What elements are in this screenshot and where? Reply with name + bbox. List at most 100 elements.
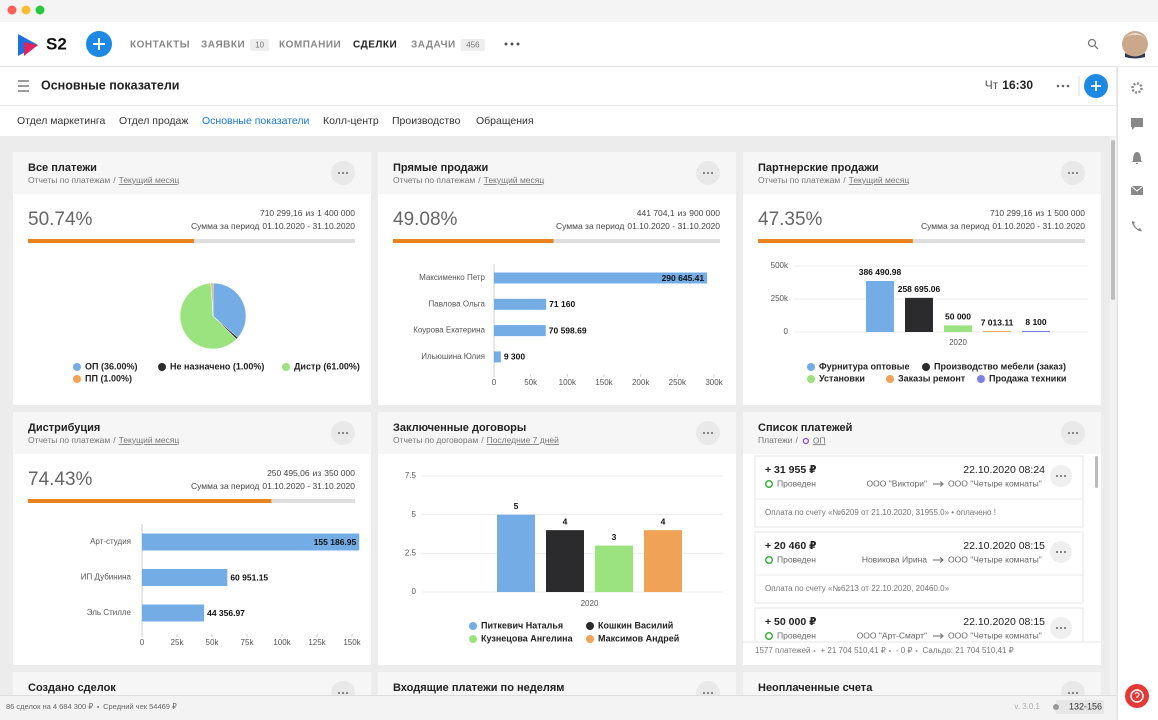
x-tick-label: 50k	[206, 638, 220, 647]
status-code: 132-156	[1069, 701, 1102, 711]
payment-card[interactable]: + 31 955 ₽ 22.10.2020 08:24 Проведен ООО "В…	[754, 455, 1084, 528]
widget-title: Создано сделок	[28, 682, 116, 694]
widget-header-bg	[743, 152, 1101, 194]
widget-title: Партнерские продажи	[758, 162, 879, 174]
tab[interactable]: Обращения	[476, 115, 534, 127]
tab[interactable]: Основные показатели	[202, 115, 310, 127]
bell-icon[interactable]	[1131, 152, 1143, 164]
more-dot	[1076, 692, 1078, 694]
widget-subtitle: Отчеты по договорам / Последние 7 дней	[393, 435, 559, 445]
tab[interactable]: Колл-центр	[323, 115, 379, 127]
subtitle-period: Текущий месяц	[119, 175, 180, 185]
bar	[142, 604, 205, 622]
subtitle-sep: /	[478, 175, 481, 185]
widget-header-bg	[743, 672, 1101, 695]
tab[interactable]: Производство	[392, 115, 461, 127]
subtitle-source: Платежи	[758, 435, 793, 445]
payment-date: 22.10.2020 08:24	[963, 464, 1045, 476]
window-button[interactable]	[35, 5, 45, 15]
status-code-bg	[1056, 700, 1104, 714]
payment-card[interactable]: + 50 000 ₽ 22.10.2020 08:15 Проведен ООО "А…	[754, 607, 1084, 679]
more-dot	[1068, 172, 1070, 174]
status-icon	[764, 631, 774, 641]
progress-period: Сумма за период 01.10.2020 - 31.10.2020	[921, 221, 1085, 231]
widget-header-bg	[378, 672, 736, 695]
y-tick-label: 2.5	[405, 548, 417, 557]
more-dot	[1064, 475, 1066, 477]
search-icon[interactable]	[1087, 38, 1097, 48]
add-icon	[1091, 81, 1101, 91]
more-dot	[1064, 551, 1066, 553]
more-dot	[707, 432, 709, 434]
widget-header-bg	[378, 152, 736, 194]
legend-swatch	[807, 375, 815, 383]
widget-card	[13, 152, 371, 405]
window-button[interactable]	[7, 5, 17, 15]
payment-to: ООО "Четыре комнаты"	[948, 554, 1042, 564]
avatar[interactable]	[1122, 31, 1148, 57]
widget-subtitle: Отчеты по платежам / Текущий месяц	[28, 435, 179, 445]
payment-from: ООО "Виктори"	[867, 478, 927, 488]
value-label: 60 951.15	[230, 572, 268, 582]
more-dot	[1060, 475, 1062, 477]
legend-swatch	[586, 622, 594, 630]
window-button[interactable]	[21, 5, 31, 15]
tab[interactable]: Отдел продаж	[119, 115, 188, 127]
more-dot	[703, 692, 705, 694]
legend-label: ПП (1.00%)	[85, 373, 132, 383]
clock-time: 16:30	[1002, 78, 1033, 92]
widget-title: Заключенные договоры	[393, 422, 526, 434]
progress-percent: 49.08%	[393, 209, 458, 230]
nav-badge-text: 10	[255, 41, 264, 50]
settings-icon[interactable]	[1131, 82, 1143, 94]
subtitle-period[interactable]: ОП	[813, 435, 826, 445]
nav-item[interactable]: КОМПАНИИ	[279, 40, 341, 51]
page-title: Основные показатели	[41, 78, 179, 92]
help-button[interactable]	[1125, 684, 1149, 708]
payment-card[interactable]: + 20 460 ₽ 22.10.2020 08:15 Проведен Новико…	[754, 531, 1084, 604]
progress-amount: 710 299,16 из 1 500 000	[990, 208, 1085, 218]
filter-icon	[802, 437, 810, 445]
progress-percent: 74.43%	[28, 469, 93, 490]
progress-amount: 250 495,06 из 350 000	[267, 468, 355, 478]
list-scrollbar-thumb[interactable]	[1095, 456, 1098, 488]
subtitle-period: Последние 7 дней	[487, 435, 560, 445]
y-tick-label: 250k	[771, 294, 789, 303]
arrow-icon	[933, 633, 944, 639]
nav-item[interactable]: ЗАДАЧИ	[411, 40, 456, 51]
payment-status: Проведен	[777, 630, 816, 640]
subtitle-sep: /	[843, 175, 846, 185]
amount: 441 704,1	[637, 208, 675, 218]
amount-total: 350 000	[324, 468, 355, 478]
nav-badge	[250, 39, 270, 51]
payment-amount: + 20 460 ₽	[765, 540, 816, 552]
nav-item[interactable]: СДЕЛКИ	[353, 40, 397, 51]
period-range: 01.10.2020 - 31.10.2020	[992, 221, 1085, 231]
more-dot	[346, 692, 348, 694]
progress-fill	[28, 499, 272, 503]
legend-label: Кошкин Василий	[598, 620, 673, 630]
status-bar	[0, 696, 1116, 720]
more-dot	[1068, 432, 1070, 434]
bar	[866, 280, 894, 332]
widget-subtitle: Платежи /	[758, 435, 798, 445]
legend-label: Питкевич Наталья	[481, 620, 563, 630]
progress-track	[393, 239, 720, 243]
nav-item[interactable]: КОНТАКТЫ	[130, 40, 190, 51]
phone-icon[interactable]	[1131, 221, 1142, 232]
content-scrollbar-thumb[interactable]	[1111, 140, 1115, 300]
legend-label: Не назначено (1.00%)	[170, 361, 264, 371]
payment-date: 22.10.2020 08:15	[963, 616, 1045, 628]
legend-swatch	[807, 363, 815, 371]
status-icon	[764, 555, 774, 565]
more-dot	[711, 692, 713, 694]
more-dot	[703, 432, 705, 434]
progress-period: Сумма за период 01.10.2020 - 31.10.2020	[556, 221, 720, 231]
chat-icon[interactable]	[1131, 118, 1143, 130]
nav-item[interactable]: ЗАЯВКИ	[201, 40, 245, 51]
tab[interactable]: Отдел маркетинга	[17, 115, 105, 127]
progress-track	[758, 239, 1085, 243]
period-range: 01.10.2020 - 31.10.2020	[262, 221, 355, 231]
clock: Чт 16:30	[985, 78, 1034, 92]
x-tick-label: 0	[492, 378, 497, 387]
